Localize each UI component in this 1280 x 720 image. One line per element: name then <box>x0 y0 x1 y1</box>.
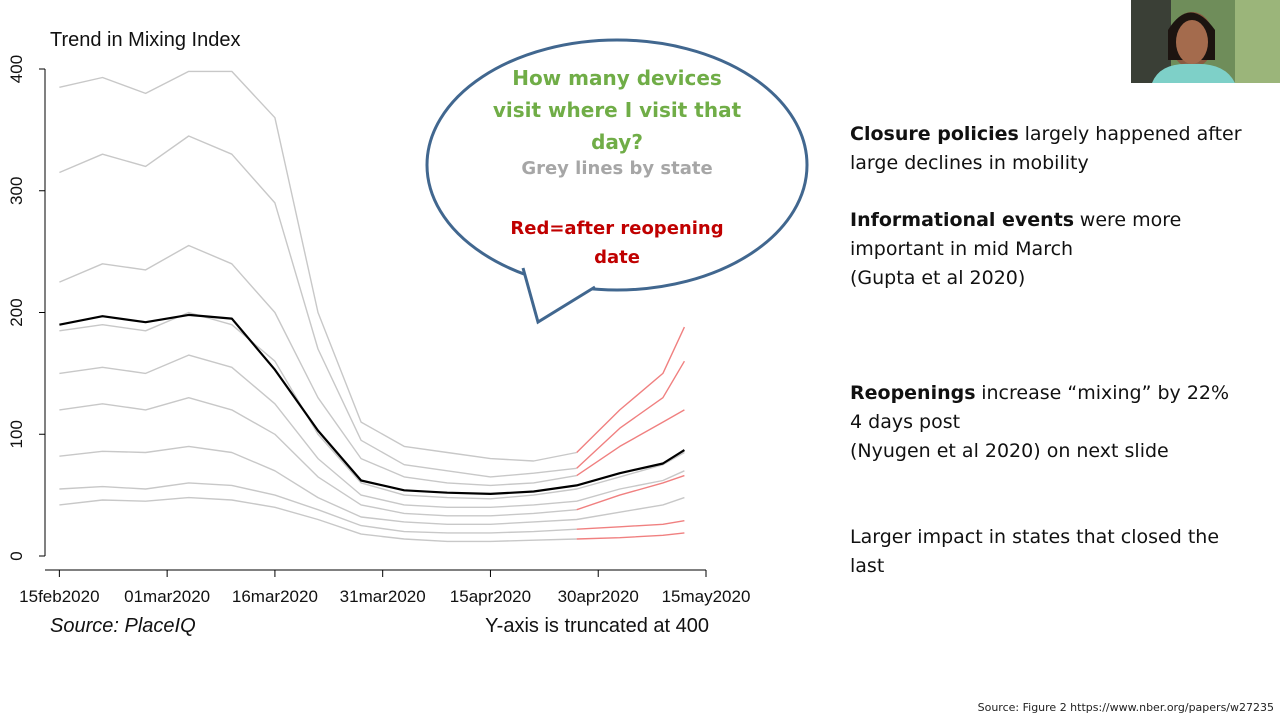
series-line <box>59 311 685 500</box>
y-tick-label: 0 <box>7 551 26 560</box>
series-line <box>59 397 577 517</box>
x-tick-label: 15may2020 <box>662 587 751 606</box>
series-line <box>59 354 685 508</box>
series-line <box>59 70 577 462</box>
series-line <box>576 360 686 469</box>
bullet-text: were more <box>1079 209 1182 231</box>
bubble-question: How many devices visit where I visit tha… <box>492 66 742 154</box>
bullet-bold: Closure policies <box>850 123 1019 145</box>
speech-bubble <box>425 38 809 292</box>
series-line <box>576 520 685 530</box>
x-tick-label: 01mar2020 <box>124 587 210 606</box>
bubble-red-text: Red=after reopening date <box>510 218 724 268</box>
x-tick-label: 31mar2020 <box>340 587 426 606</box>
bullet-text: Larger impact in states that closed the <box>850 526 1220 548</box>
chart-title: Trend in Mixing Index <box>50 29 240 51</box>
plot-lines <box>59 70 686 543</box>
bullet-text: (Nyugen et al 2020) on next slide <box>850 440 1169 462</box>
bullet-text: large declines in mobility <box>850 152 1089 174</box>
bubble-tail-fill <box>523 266 597 322</box>
video-thumbnail <box>1131 0 1280 83</box>
bullet-line: (Gupta et al 2020) <box>850 264 1025 293</box>
y-tick-label: 300 <box>7 177 26 205</box>
bullet-line: large declines in mobility <box>850 149 1089 178</box>
x-tick-label: 15apr2020 <box>450 587 531 606</box>
bubble-tail <box>521 267 596 325</box>
bullet-line: Closure policies largely happened after <box>850 120 1242 149</box>
x-tick-label: 15feb2020 <box>19 587 99 606</box>
y-tick-label: 100 <box>7 420 26 448</box>
axis-note: Y-axis is truncated at 400 <box>485 615 709 637</box>
bullet-text: largely happened after <box>1024 123 1242 145</box>
series-line <box>59 244 577 487</box>
bullet-bold: Reopenings <box>850 382 976 404</box>
bullet-line: Reopenings increase “mixing” by 22% <box>850 379 1229 408</box>
bullet-text: increase “mixing” by 22% <box>981 382 1230 404</box>
bubble-grey-text: Grey lines by state <box>521 158 713 179</box>
bullet-text: last <box>850 555 885 577</box>
x-tick-label: 16mar2020 <box>232 587 318 606</box>
bullet-line: important in mid March <box>850 235 1073 264</box>
bullet-line: (Nyugen et al 2020) on next slide <box>850 437 1169 466</box>
bullet-text: (Gupta et al 2020) <box>850 267 1026 289</box>
series-line <box>59 482 577 534</box>
y-tick-label: 200 <box>7 298 26 326</box>
bullet-text: 4 days post <box>850 411 961 433</box>
series-line <box>576 409 685 477</box>
bullet-bold: Informational events <box>850 209 1075 231</box>
bullet-line: Informational events were more <box>850 206 1181 235</box>
bullet-line: 4 days post <box>850 408 960 437</box>
bullet-line: last <box>850 552 884 581</box>
series-line <box>59 496 577 543</box>
footer: Source: Figure 2 https://www.nber.org/pa… <box>977 701 1274 714</box>
source-note: Source: PlaceIQ <box>50 615 196 637</box>
bullet-text: important in mid March <box>850 238 1074 260</box>
series-line <box>576 532 685 540</box>
series-line <box>59 313 685 495</box>
x-tick-label: 30apr2020 <box>558 587 639 606</box>
series-line <box>576 326 686 453</box>
y-tick-label: 400 <box>7 55 26 83</box>
series-line <box>59 445 685 525</box>
series-line <box>59 135 577 478</box>
bullet-line: Larger impact in states that closed the <box>850 523 1219 552</box>
series-line <box>576 474 685 511</box>
